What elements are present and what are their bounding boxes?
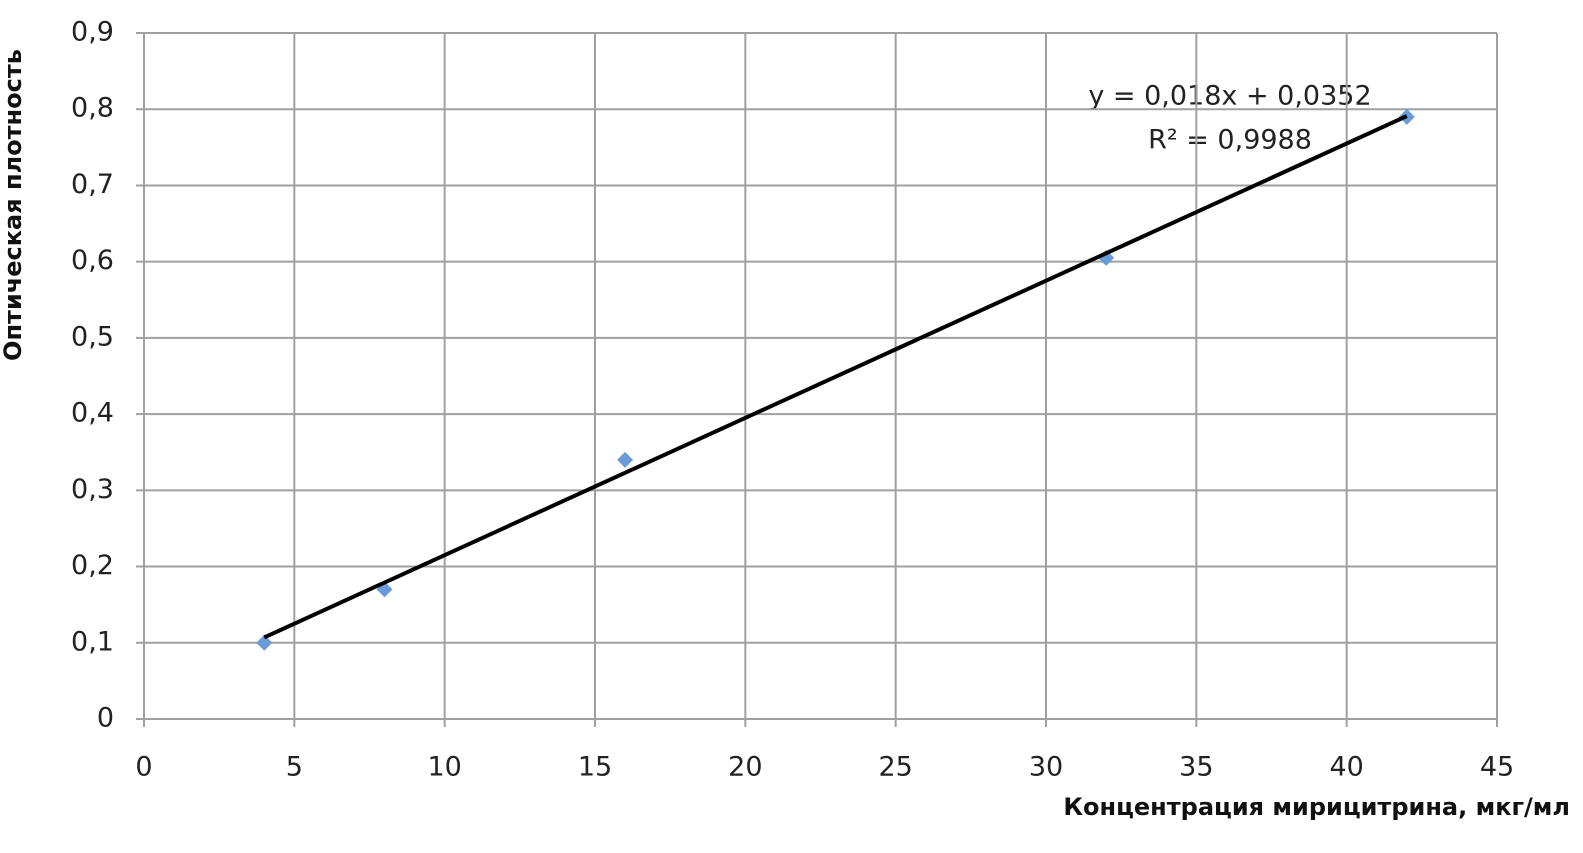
- x-tick-label: 5: [286, 752, 303, 783]
- x-tick-label: 10: [427, 752, 461, 783]
- y-tick-label: 0,3: [71, 474, 114, 505]
- equation: y = 0,018x + 0,0352: [1088, 81, 1371, 112]
- x-tick-label: 35: [1179, 752, 1213, 783]
- y-tick-label: 0,7: [71, 169, 114, 200]
- x-tick-label: 25: [878, 752, 912, 783]
- y-tick-label: 0,4: [71, 398, 114, 429]
- data-point: [617, 451, 634, 468]
- y-tick-label: 0,5: [71, 321, 114, 352]
- y-axis-title: Оптическая плотность: [0, 49, 27, 361]
- y-tick-label: 0,1: [71, 626, 114, 657]
- data-point: [256, 634, 273, 651]
- x-tick-label: 0: [135, 752, 152, 783]
- x-tick-label: 40: [1329, 752, 1363, 783]
- trendline: [263, 114, 1408, 640]
- y-tick-label: 0: [97, 703, 114, 734]
- y-tick-label: 0,9: [71, 17, 114, 48]
- x-tick-label: 15: [578, 752, 612, 783]
- y-tick-label: 0,6: [71, 245, 114, 276]
- r-squared: R² = 0,9988: [1148, 125, 1312, 156]
- y-tick-label: 0,2: [71, 550, 114, 581]
- x-tick-label: 45: [1480, 752, 1514, 783]
- y-tick-label: 0,8: [71, 93, 114, 124]
- x-axis-title: Концентрация мирицитрина, мкг/мл: [1063, 793, 1570, 821]
- x-tick-label: 20: [728, 752, 762, 783]
- x-tick-label: 30: [1029, 752, 1063, 783]
